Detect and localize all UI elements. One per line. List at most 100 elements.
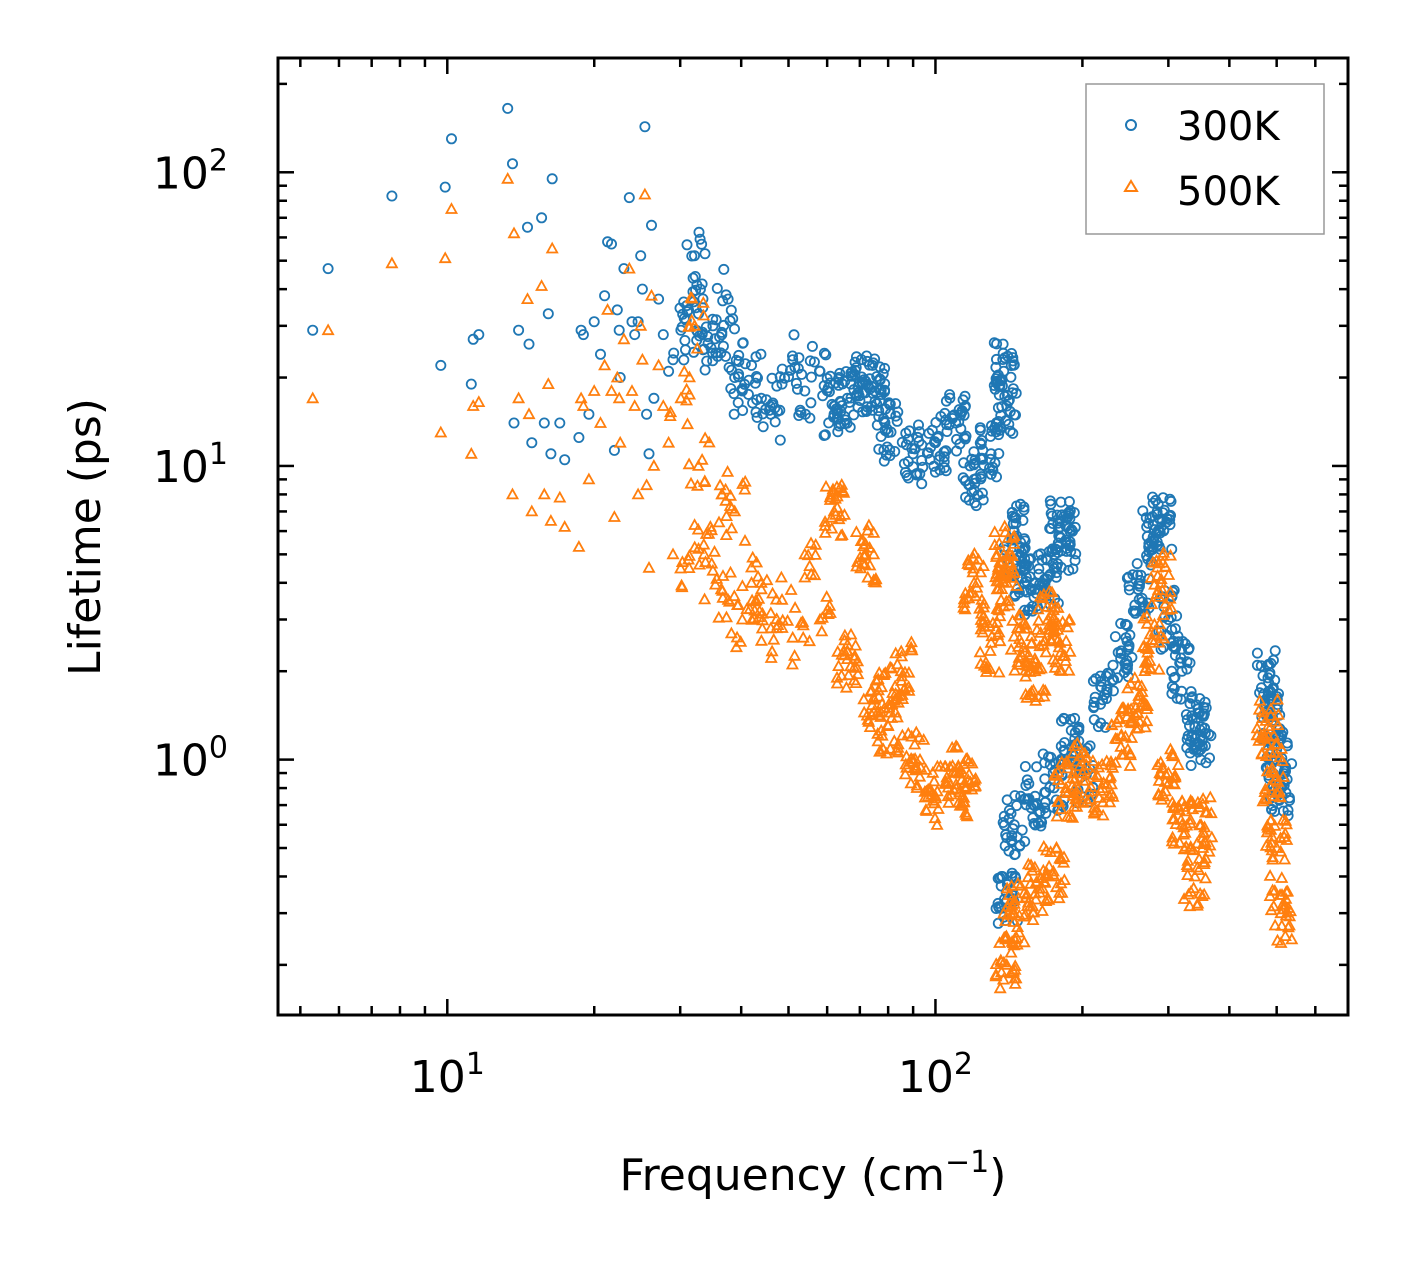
data-point-500K <box>574 391 588 404</box>
data-point-500K <box>1198 871 1213 884</box>
data-point-300K <box>1184 698 1196 710</box>
data-point-500K <box>682 549 696 561</box>
data-point-500K <box>894 674 909 686</box>
data-point-500K <box>696 308 711 321</box>
data-point-500K <box>746 550 760 563</box>
data-point-300K <box>805 371 817 383</box>
data-point-300K <box>709 333 721 345</box>
data-point-500K <box>917 733 931 745</box>
data-point-300K <box>445 133 457 145</box>
data-point-500K <box>977 596 991 609</box>
data-point-500K <box>638 187 652 200</box>
data-point-500K <box>1157 546 1171 558</box>
data-point-300K <box>1039 757 1051 769</box>
data-point-500K <box>821 607 835 619</box>
data-point-300K <box>1251 647 1263 659</box>
data-point-300K <box>696 238 708 250</box>
data-point-300K <box>1073 721 1085 733</box>
data-point-500K <box>1032 662 1046 675</box>
data-point-500K <box>1163 585 1178 597</box>
data-point-500K <box>1053 851 1067 864</box>
data-point-300K <box>1190 744 1202 756</box>
data-point-300K <box>958 457 970 469</box>
data-point-500K <box>1140 616 1154 629</box>
data-point-500K <box>1073 759 1087 772</box>
data-point-500K <box>1264 835 1278 848</box>
data-point-500K <box>1104 769 1118 782</box>
data-point-500K <box>1128 671 1142 683</box>
data-point-500K <box>1002 598 1016 611</box>
data-point-500K <box>983 644 997 656</box>
data-point-500K <box>544 514 558 526</box>
data-point-500K <box>1045 613 1059 626</box>
data-point-500K <box>712 515 726 528</box>
data-point-500K <box>1024 684 1039 697</box>
data-point-500K <box>587 384 601 396</box>
data-point-500K <box>1087 805 1101 817</box>
data-point-500K <box>1186 843 1200 856</box>
data-point-500K <box>695 452 709 465</box>
data-point-300K <box>746 359 758 371</box>
data-point-500K <box>999 929 1013 942</box>
data-point-300K <box>767 397 779 409</box>
data-point-300K <box>386 190 398 202</box>
data-point-500K <box>1011 876 1025 889</box>
data-point-500K <box>1150 560 1165 573</box>
data-point-500K <box>751 569 765 582</box>
data-point-300K <box>832 426 844 438</box>
data-point-300K <box>849 369 861 381</box>
data-point-300K <box>935 410 947 422</box>
data-point-500K <box>747 611 761 624</box>
data-point-300K <box>1055 740 1067 752</box>
data-point-300K <box>1181 663 1193 675</box>
data-point-300K <box>776 363 788 375</box>
data-point-500K <box>861 570 875 583</box>
data-point-300K <box>1090 673 1102 685</box>
data-point-300K <box>626 316 638 328</box>
data-point-300K <box>1040 553 1052 565</box>
data-point-300K <box>1120 619 1132 631</box>
x-tick-label-10-1: 101 <box>410 1047 485 1103</box>
data-point-500K <box>1144 662 1158 675</box>
data-point-300K <box>871 371 883 383</box>
data-point-500K <box>682 370 697 383</box>
data-point-500K <box>1004 903 1018 915</box>
data-point-500K <box>1095 757 1109 770</box>
data-point-500K <box>1145 597 1159 610</box>
data-point-300K <box>951 445 963 457</box>
data-point-300K <box>1147 543 1159 555</box>
data-point-500K <box>931 802 945 814</box>
data-point-500K <box>1058 757 1072 770</box>
data-point-300K <box>1198 710 1210 722</box>
data-point-300K <box>1023 793 1035 805</box>
data-point-300K <box>1282 804 1294 816</box>
data-point-500K <box>1021 870 1035 883</box>
data-point-300K <box>1063 506 1075 518</box>
data-point-500K <box>992 569 1006 581</box>
data-point-300K <box>1069 521 1081 533</box>
data-point-300K <box>723 361 735 373</box>
data-point-300K <box>1185 760 1197 772</box>
data-point-500K <box>873 744 887 757</box>
data-point-500K <box>997 575 1011 587</box>
data-point-500K <box>1110 715 1124 728</box>
data-point-500K <box>869 572 883 584</box>
data-point-500K <box>997 955 1011 968</box>
data-point-500K <box>863 720 877 732</box>
data-point-500K <box>1151 758 1165 770</box>
data-point-300K <box>921 447 933 459</box>
data-point-300K <box>879 386 891 398</box>
data-point-300K <box>1051 509 1063 521</box>
data-point-500K <box>1118 729 1132 742</box>
data-point-500K <box>1279 891 1293 904</box>
data-point-500K <box>1035 904 1049 916</box>
data-point-500K <box>1063 613 1077 625</box>
data-point-300K <box>1184 720 1196 732</box>
data-point-300K <box>1017 544 1029 556</box>
data-point-300K <box>1126 651 1138 663</box>
data-point-300K <box>1088 714 1100 726</box>
data-point-500K <box>1183 899 1197 912</box>
data-point-500K <box>1259 714 1273 726</box>
data-point-500K <box>1070 791 1084 804</box>
data-point-500K <box>698 592 712 605</box>
